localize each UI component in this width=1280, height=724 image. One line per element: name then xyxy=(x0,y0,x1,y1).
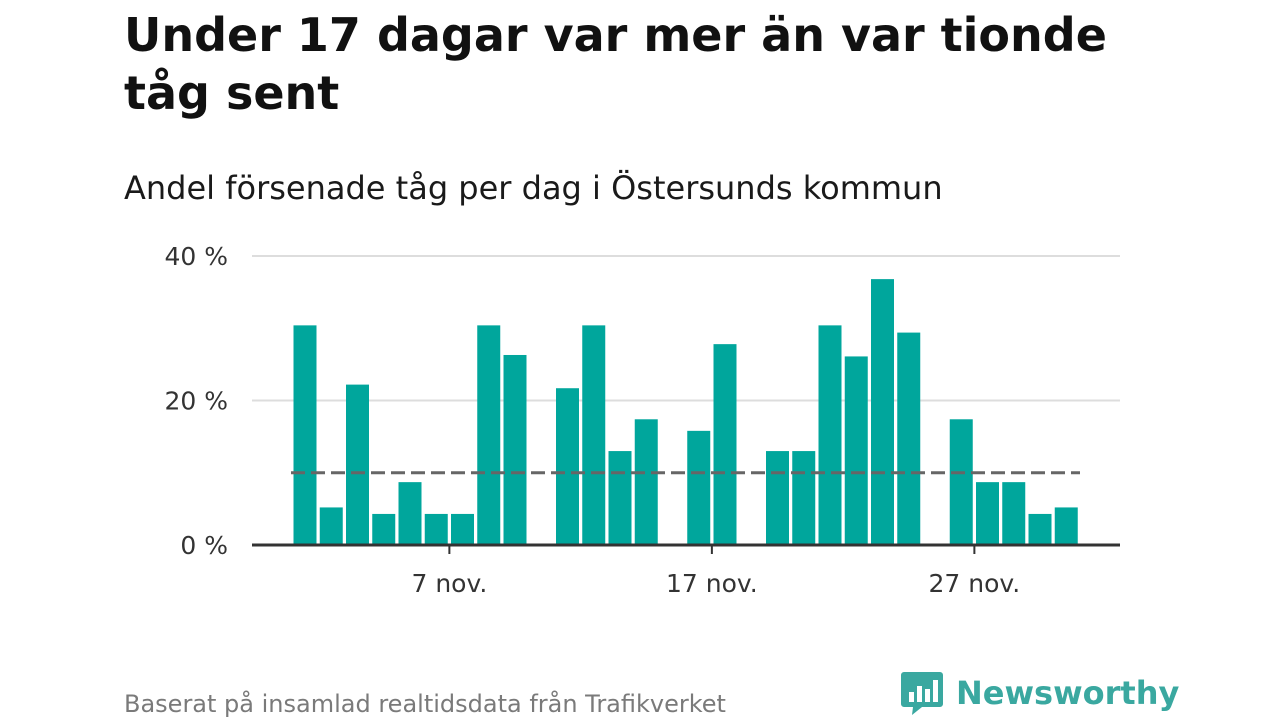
bar xyxy=(976,482,999,545)
bar xyxy=(1002,482,1026,545)
bar xyxy=(477,325,501,545)
bar xyxy=(398,482,422,545)
brand-name: Newsworthy xyxy=(956,674,1180,712)
bar xyxy=(634,419,658,545)
y-tick-label: 40 % xyxy=(164,242,228,271)
bar xyxy=(451,513,474,545)
x-tick-label: 27 nov. xyxy=(929,569,1021,598)
bar xyxy=(608,451,632,545)
bar xyxy=(844,356,868,545)
bar xyxy=(556,388,579,545)
bar xyxy=(792,451,816,545)
bar xyxy=(818,325,842,545)
y-tick-label: 20 % xyxy=(164,387,228,416)
bar xyxy=(319,507,343,545)
bar-chart: 0 % 20 % 40 % 7 nov. 17 nov. 27 nov. xyxy=(164,242,1120,598)
bar xyxy=(871,279,894,545)
chart-subtitle: Andel försenade tåg per dag i Östersunds… xyxy=(124,169,943,207)
bar xyxy=(897,332,921,545)
x-tick-label: 17 nov. xyxy=(666,569,758,598)
newsworthy-logo-icon xyxy=(901,672,943,715)
bar xyxy=(713,344,737,545)
bar xyxy=(1028,513,1052,545)
bar xyxy=(687,430,711,545)
bar xyxy=(503,354,527,545)
y-tick-label: 0 % xyxy=(180,531,228,560)
bar xyxy=(346,384,369,545)
x-tick-label: 7 nov. xyxy=(411,569,487,598)
bar xyxy=(424,513,448,545)
brand-logo: Newsworthy xyxy=(900,670,1179,716)
bar xyxy=(766,451,789,545)
bar xyxy=(372,513,396,545)
bar xyxy=(1054,507,1078,545)
bar xyxy=(949,419,973,545)
bar xyxy=(293,325,317,545)
chart-title: Under 17 dagar var mer än var tionde tåg… xyxy=(124,8,1107,120)
source-note: Baserat på insamlad realtidsdata från Tr… xyxy=(124,690,726,718)
bar xyxy=(582,325,606,545)
